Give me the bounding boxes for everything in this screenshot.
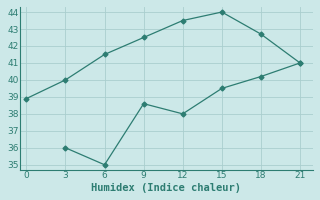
X-axis label: Humidex (Indice chaleur): Humidex (Indice chaleur): [92, 183, 242, 193]
